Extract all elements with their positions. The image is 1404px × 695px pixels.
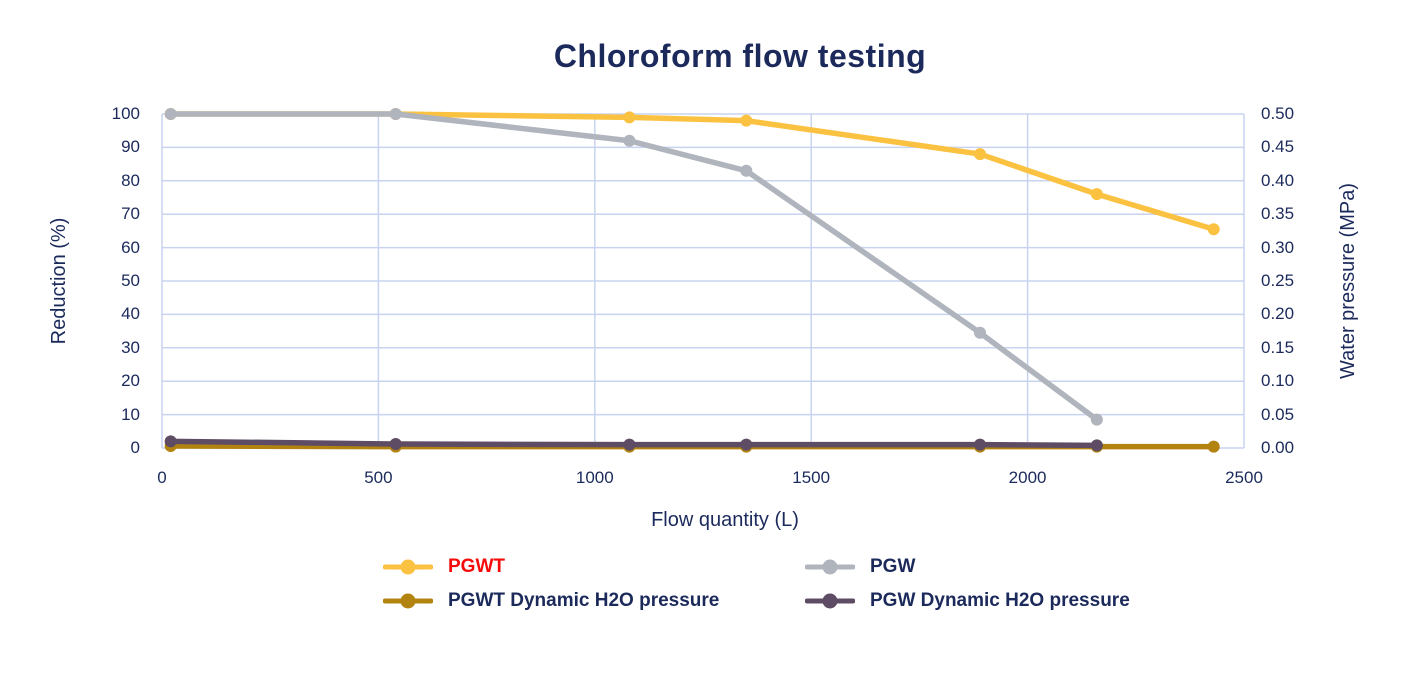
- left-tick-label: 90: [121, 137, 140, 157]
- legend-line-marker-icon: [383, 593, 433, 609]
- data-point-marker-4: [1090, 439, 1103, 452]
- left-tick-label: 50: [121, 271, 140, 290]
- right-tick-label: 0.00: [1261, 438, 1295, 457]
- data-point-marker-1: [1207, 223, 1220, 236]
- left-tick-label: 30: [121, 337, 140, 357]
- left-tick-label: 80: [121, 170, 140, 190]
- series-line-1: [167, 111, 1217, 232]
- left-tick-label: 10: [121, 404, 140, 424]
- right-tick-label: 0.40: [1261, 170, 1295, 190]
- data-point-marker-4: [740, 438, 753, 451]
- left-tick-label: 70: [121, 204, 140, 224]
- data-point-marker-2: [623, 134, 636, 147]
- data-point-marker-2: [740, 164, 753, 177]
- chart-title: Chloroform flow testing: [553, 38, 927, 74]
- x-tick-label: 1000: [575, 468, 614, 487]
- right-tick-label: 0.25: [1261, 271, 1295, 290]
- legend-line-marker-icon: [383, 559, 433, 575]
- data-point-marker-1: [740, 114, 753, 127]
- right-tick-label: 0.05: [1261, 404, 1295, 424]
- legend-label-2: PGW: [870, 556, 916, 577]
- data-point-marker-4: [973, 438, 986, 451]
- x-axis-title: Flow quantity (L): [651, 509, 799, 531]
- data-point-marker-2: [389, 108, 402, 120]
- right-tick-label: 0.15: [1261, 337, 1295, 357]
- left-tick-label: 60: [121, 237, 140, 257]
- data-point-marker-4: [623, 438, 636, 451]
- right-tick-label: 0.10: [1261, 371, 1295, 391]
- data-point-marker-4: [389, 437, 402, 450]
- left-tick-label: 20: [121, 371, 140, 391]
- left-tick-label: 0: [130, 438, 140, 457]
- legend-label-1: PGWT: [448, 556, 505, 577]
- right-tick-label: 0.45: [1261, 137, 1295, 157]
- series-line-4: [167, 438, 1100, 449]
- right-tick-label: 0.30: [1261, 237, 1295, 257]
- legend-label-3: PGWT Dynamic H2O pressure: [448, 590, 720, 611]
- x-tick-label: 1500: [792, 468, 831, 487]
- right-axis-title: Water pressure (MPa): [1337, 183, 1359, 379]
- x-tick-label: 0: [157, 468, 167, 487]
- data-point-marker-1: [1090, 188, 1103, 201]
- data-point-marker-1: [623, 111, 636, 124]
- left-tick-label: 40: [121, 304, 140, 324]
- data-point-marker-2: [1090, 413, 1103, 426]
- left-tick-label: 100: [111, 104, 140, 123]
- x-tick-label: 2500: [1225, 468, 1263, 487]
- right-tick-label: 0.50: [1261, 104, 1295, 123]
- legend-line-marker-icon: [805, 593, 855, 609]
- left-axis-title: Reduction (%): [48, 217, 70, 345]
- data-point-marker-3: [1207, 440, 1220, 453]
- data-point-marker-2: [164, 108, 177, 120]
- data-point-marker-1: [973, 148, 986, 161]
- data-point-marker-4: [164, 435, 177, 448]
- data-point-marker-2: [973, 326, 986, 339]
- legend-line-marker-icon: [805, 559, 855, 575]
- legend-label-4: PGW Dynamic H2O pressure: [870, 590, 1130, 611]
- right-tick-label: 0.20: [1261, 304, 1295, 324]
- right-tick-label: 0.35: [1261, 204, 1295, 224]
- series-line-2: [167, 111, 1100, 423]
- x-tick-label: 2000: [1008, 468, 1047, 487]
- x-tick-label: 500: [364, 468, 393, 487]
